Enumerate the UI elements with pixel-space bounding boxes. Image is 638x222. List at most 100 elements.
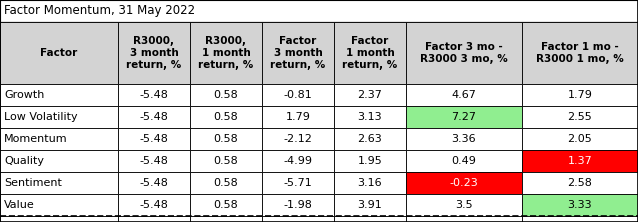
Text: 1.37: 1.37 — [568, 156, 592, 166]
Text: 7.27: 7.27 — [452, 112, 477, 122]
Bar — [118, 128, 190, 150]
Bar — [190, 216, 262, 222]
Bar — [118, 106, 190, 128]
Bar — [522, 84, 638, 106]
Text: 1.95: 1.95 — [358, 156, 382, 166]
Bar — [190, 106, 262, 128]
Text: Momentum: Momentum — [4, 134, 68, 144]
Bar — [406, 106, 522, 128]
Text: Quality: Quality — [4, 156, 44, 166]
Bar — [334, 172, 406, 194]
Text: 3.91: 3.91 — [358, 200, 382, 210]
Bar — [334, 216, 406, 222]
Bar — [0, 194, 118, 216]
Text: -0.23: -0.23 — [450, 178, 478, 188]
Text: 2.55: 2.55 — [568, 112, 592, 122]
Text: 2.63: 2.63 — [358, 134, 382, 144]
Bar — [262, 106, 334, 128]
Text: Factor Momentum, 31 May 2022: Factor Momentum, 31 May 2022 — [4, 4, 195, 18]
Bar — [0, 172, 118, 194]
Text: 3.16: 3.16 — [358, 178, 382, 188]
Text: 1.79: 1.79 — [568, 90, 593, 100]
Bar — [0, 106, 638, 128]
Bar — [522, 106, 638, 128]
Bar — [406, 84, 522, 106]
Bar — [406, 194, 522, 216]
Text: -4.99: -4.99 — [283, 156, 313, 166]
Bar — [0, 194, 638, 216]
Text: 3.13: 3.13 — [358, 112, 382, 122]
Bar — [262, 194, 334, 216]
Text: -1.98: -1.98 — [283, 200, 313, 210]
Text: -5.48: -5.48 — [140, 156, 168, 166]
Bar — [334, 128, 406, 150]
Bar — [118, 216, 190, 222]
Bar — [0, 150, 118, 172]
Bar — [118, 84, 190, 106]
Bar — [522, 194, 638, 216]
Text: Factor
3 month
return, %: Factor 3 month return, % — [271, 36, 325, 70]
Bar — [262, 216, 334, 222]
Bar — [0, 150, 638, 172]
Bar — [522, 128, 638, 150]
Bar — [190, 150, 262, 172]
Text: 0.58: 0.58 — [214, 90, 239, 100]
Bar — [0, 84, 118, 106]
Bar — [190, 128, 262, 150]
Bar — [0, 216, 118, 222]
Text: 2.37: 2.37 — [357, 90, 382, 100]
Text: -0.81: -0.81 — [284, 90, 313, 100]
Bar — [406, 216, 522, 222]
Bar — [118, 172, 190, 194]
Bar — [334, 194, 406, 216]
Bar — [262, 84, 334, 106]
Bar — [118, 194, 190, 216]
Bar — [0, 106, 118, 128]
Bar — [0, 128, 638, 150]
Bar — [334, 22, 406, 84]
Text: -5.48: -5.48 — [140, 90, 168, 100]
Text: Factor: Factor — [40, 48, 78, 58]
Text: 3.33: 3.33 — [568, 200, 592, 210]
Bar — [522, 22, 638, 84]
Bar — [118, 22, 190, 84]
Text: 0.58: 0.58 — [214, 200, 239, 210]
Text: Factor
1 month
return, %: Factor 1 month return, % — [343, 36, 397, 70]
Text: -5.48: -5.48 — [140, 200, 168, 210]
Bar — [522, 150, 638, 172]
Bar — [0, 172, 638, 194]
Text: 3.5: 3.5 — [455, 200, 473, 210]
Bar — [334, 84, 406, 106]
Text: 3.36: 3.36 — [452, 134, 477, 144]
Text: Factor 1 mo -
R3000 1 mo, %: Factor 1 mo - R3000 1 mo, % — [536, 42, 624, 64]
Bar — [406, 22, 522, 84]
Text: 0.58: 0.58 — [214, 178, 239, 188]
Text: Growth: Growth — [4, 90, 45, 100]
Bar — [262, 22, 334, 84]
Text: -5.71: -5.71 — [284, 178, 313, 188]
Bar — [0, 0, 638, 22]
Bar — [262, 128, 334, 150]
Text: 2.58: 2.58 — [568, 178, 593, 188]
Bar — [262, 150, 334, 172]
Text: -5.48: -5.48 — [140, 112, 168, 122]
Bar — [0, 216, 638, 222]
Bar — [406, 172, 522, 194]
Bar — [118, 150, 190, 172]
Bar — [0, 84, 638, 106]
Bar — [0, 128, 118, 150]
Text: 1.79: 1.79 — [286, 112, 311, 122]
Text: Factor 3 mo -
R3000 3 mo, %: Factor 3 mo - R3000 3 mo, % — [420, 42, 508, 64]
Text: R3000,
3 month
return, %: R3000, 3 month return, % — [126, 36, 182, 70]
Text: 4.67: 4.67 — [452, 90, 477, 100]
Bar — [190, 22, 262, 84]
Text: Low Volatility: Low Volatility — [4, 112, 78, 122]
Text: R3000,
1 month
return, %: R3000, 1 month return, % — [198, 36, 254, 70]
Bar — [0, 22, 638, 84]
Bar — [190, 84, 262, 106]
Bar — [522, 172, 638, 194]
Text: -5.48: -5.48 — [140, 134, 168, 144]
Bar — [334, 150, 406, 172]
Text: 0.49: 0.49 — [452, 156, 477, 166]
Text: -2.12: -2.12 — [283, 134, 313, 144]
